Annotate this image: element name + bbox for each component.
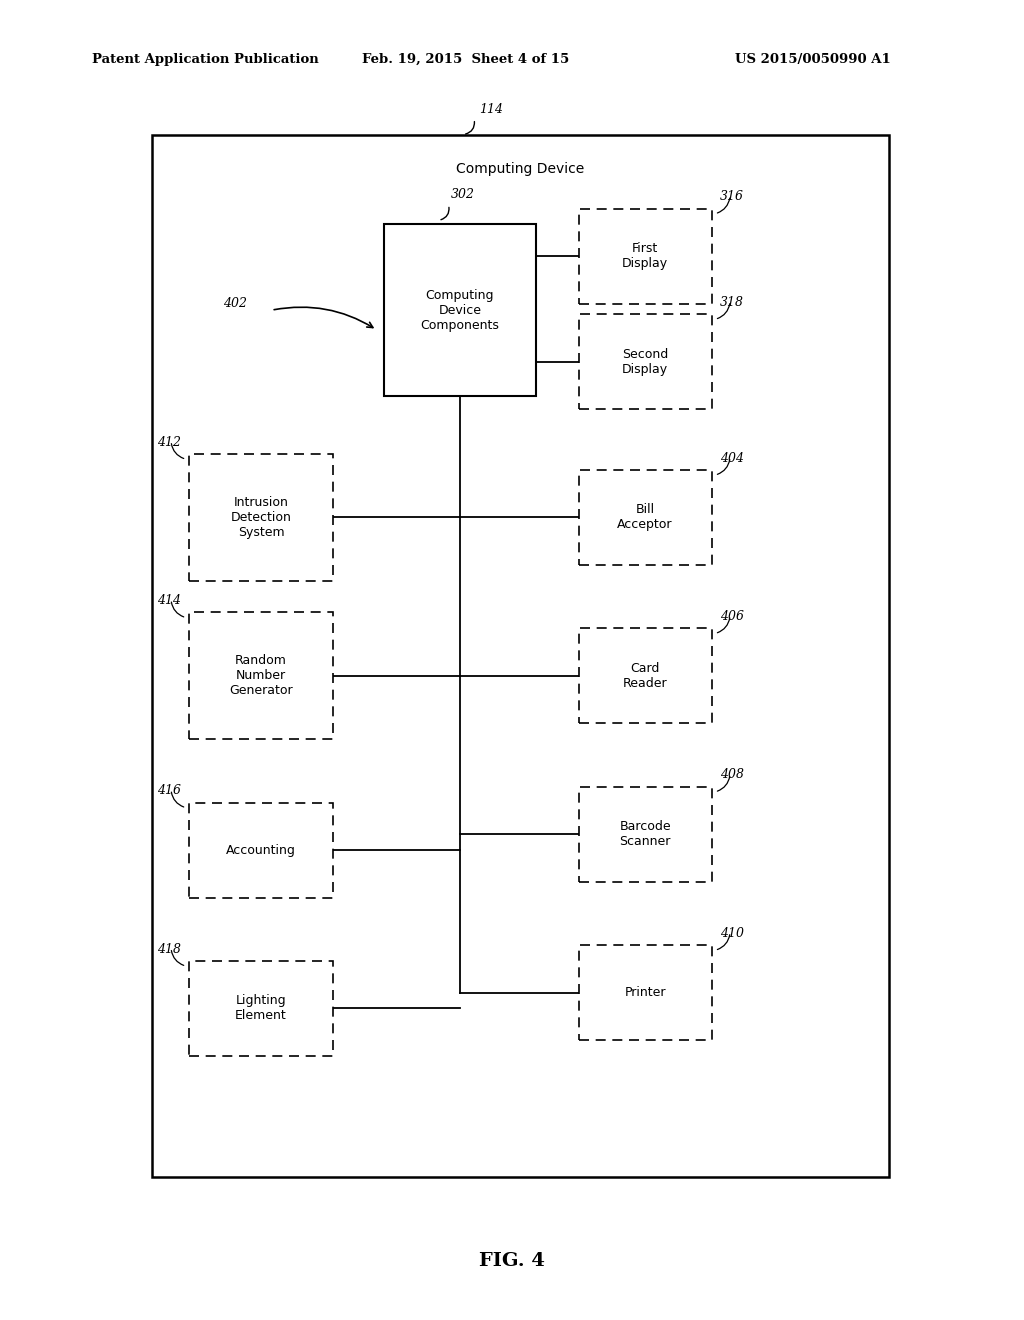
Text: Printer: Printer [625, 986, 666, 999]
Text: Intrusion
Detection
System: Intrusion Detection System [230, 496, 292, 539]
Text: FIG. 4: FIG. 4 [479, 1251, 545, 1270]
Text: Patent Application Publication: Patent Application Publication [92, 53, 318, 66]
Bar [579, 314, 712, 409]
Text: 418: 418 [158, 942, 181, 956]
Text: Second
Display: Second Display [622, 347, 669, 376]
Text: 406: 406 [720, 610, 743, 623]
Text: Computing
Device
Components: Computing Device Components [420, 289, 500, 331]
Text: Lighting
Element: Lighting Element [236, 994, 287, 1023]
Bar [189, 803, 333, 898]
Text: 316: 316 [720, 190, 743, 203]
Text: Computing Device: Computing Device [456, 162, 585, 176]
Bar [579, 628, 712, 723]
Text: Random
Number
Generator: Random Number Generator [229, 655, 293, 697]
Text: 114: 114 [479, 103, 503, 116]
Text: 412: 412 [158, 436, 181, 449]
Bar [189, 961, 333, 1056]
Text: Accounting: Accounting [226, 843, 296, 857]
Bar [152, 135, 889, 1177]
Bar [189, 454, 333, 581]
Text: 408: 408 [720, 768, 743, 781]
Text: 302: 302 [451, 187, 474, 201]
Text: Bill
Acceptor: Bill Acceptor [617, 503, 673, 532]
Bar [579, 945, 712, 1040]
Text: 404: 404 [720, 451, 743, 465]
Text: 318: 318 [720, 296, 743, 309]
Bar [189, 612, 333, 739]
Text: US 2015/0050990 A1: US 2015/0050990 A1 [735, 53, 891, 66]
Bar [579, 470, 712, 565]
Bar [384, 224, 536, 396]
Text: Card
Reader: Card Reader [623, 661, 668, 690]
Bar [579, 787, 712, 882]
Text: Feb. 19, 2015  Sheet 4 of 15: Feb. 19, 2015 Sheet 4 of 15 [362, 53, 569, 66]
Text: 402: 402 [223, 297, 247, 310]
Text: Barcode
Scanner: Barcode Scanner [620, 820, 671, 849]
Bar [579, 209, 712, 304]
Text: 416: 416 [158, 784, 181, 797]
Text: 410: 410 [720, 927, 743, 940]
Text: 414: 414 [158, 594, 181, 607]
Text: First
Display: First Display [622, 242, 669, 271]
